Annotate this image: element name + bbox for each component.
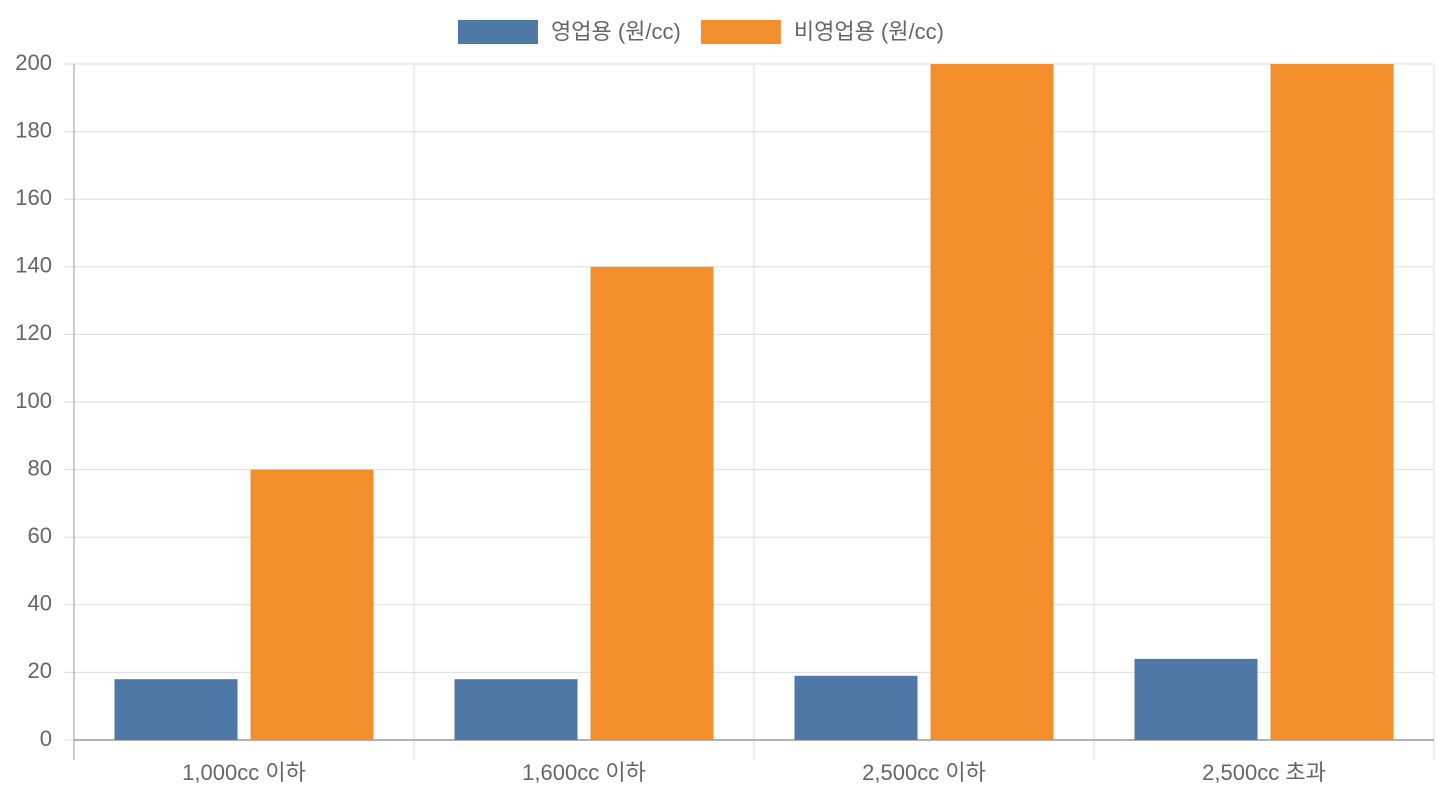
bar — [1134, 658, 1258, 740]
legend-swatch — [458, 20, 538, 44]
y-tick-label: 180 — [15, 117, 52, 142]
x-tick-label: 2,500cc 초과 — [1202, 760, 1326, 785]
x-tick-label: 2,500cc 이하 — [862, 760, 986, 785]
y-tick-label: 40 — [28, 591, 52, 616]
y-tick-label: 200 — [15, 50, 52, 75]
bar — [114, 679, 238, 740]
bar — [1270, 64, 1394, 740]
legend-label: 비영업용 (원/cc) — [794, 19, 944, 44]
legend-label: 영업용 (원/cc) — [551, 19, 681, 44]
bar — [454, 679, 578, 740]
x-tick-label: 1,600cc 이하 — [522, 760, 646, 785]
y-tick-label: 20 — [28, 658, 52, 683]
x-tick-label: 1,000cc 이하 — [182, 760, 306, 785]
y-tick-label: 100 — [15, 388, 52, 413]
bar — [794, 675, 918, 740]
y-tick-label: 160 — [15, 185, 52, 210]
y-tick-label: 0 — [40, 726, 52, 751]
y-tick-label: 120 — [15, 320, 52, 345]
legend-swatch — [700, 20, 781, 44]
y-tick-label: 80 — [28, 455, 52, 480]
bar — [590, 266, 714, 740]
bar — [930, 64, 1054, 740]
y-tick-label: 140 — [15, 253, 52, 278]
bar — [250, 469, 374, 740]
y-tick-label: 60 — [28, 523, 52, 548]
